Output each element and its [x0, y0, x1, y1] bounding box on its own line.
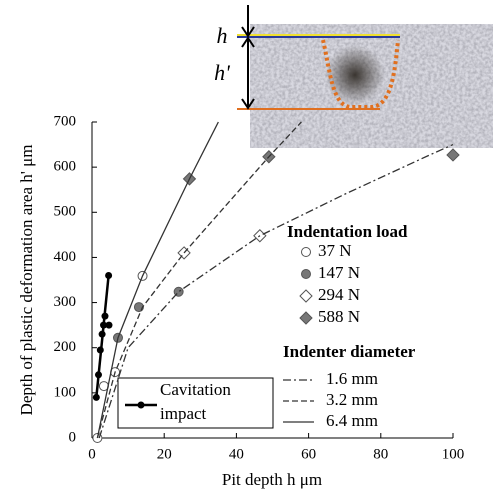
legend-title: Indenter diameter	[283, 342, 416, 361]
y-tick-label: 600	[54, 159, 77, 175]
legend-marker	[301, 269, 311, 279]
legend-label: 1.6 mm	[326, 369, 378, 388]
legend-label: 588 N	[318, 307, 360, 326]
y-tick-label: 400	[54, 249, 77, 265]
line	[96, 121, 302, 439]
line	[98, 143, 454, 439]
y-tick-label: 200	[54, 339, 77, 355]
legend-marker	[299, 289, 313, 303]
y-axis-label: Depth of plastic deformation area h' μm	[17, 145, 36, 416]
y-tick-label: 100	[54, 384, 77, 400]
inset-image	[237, 5, 493, 148]
y-tick-label: 500	[54, 204, 77, 220]
legend-marker	[137, 401, 145, 409]
annotation: h	[217, 23, 228, 48]
legend-label: 294 N	[318, 285, 360, 304]
x-tick-label: 40	[229, 446, 244, 462]
legend-label: 3.2 mm	[326, 390, 378, 409]
legend-marker	[301, 247, 311, 257]
marker	[94, 371, 102, 379]
marker	[446, 148, 460, 162]
x-tick-label: 60	[301, 446, 316, 462]
marker	[101, 312, 109, 320]
marker	[100, 321, 108, 329]
marker	[105, 321, 113, 329]
x-tick-label: 20	[157, 446, 172, 462]
marker	[98, 330, 106, 338]
legend-label: 6.4 mm	[326, 411, 378, 430]
x-tick-label: 100	[442, 446, 465, 462]
line	[96, 121, 219, 439]
legend-label: 37 N	[318, 241, 352, 260]
annotation: h'	[214, 60, 230, 85]
y-tick-label: 300	[54, 294, 77, 310]
legend-label: Cavitation impact	[160, 380, 231, 423]
legend-title: Indentation load	[287, 222, 408, 241]
marker	[92, 393, 100, 401]
legend-label: 147 N	[318, 263, 360, 282]
y-tick-label: 0	[69, 429, 77, 445]
x-axis-label: Pit depth h μm	[222, 470, 322, 489]
x-tick-label: 80	[373, 446, 388, 462]
x-tick-label: 0	[88, 446, 96, 462]
marker	[96, 346, 104, 354]
legend-marker	[299, 311, 313, 325]
marker	[105, 271, 113, 279]
y-tick-label: 700	[54, 113, 77, 129]
